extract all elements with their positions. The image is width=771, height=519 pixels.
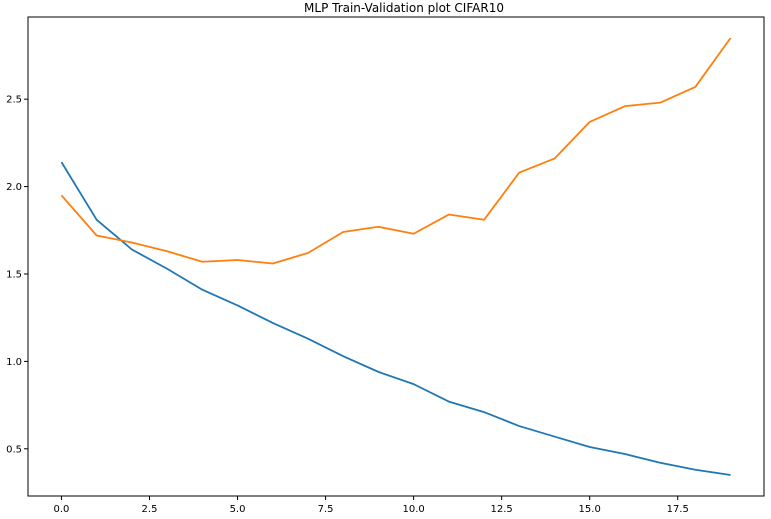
x-tick-label: 5.0	[230, 504, 246, 515]
x-axis: 0.0 2.5 5.0 7.5 10.0 12.5 15.0 17.5	[54, 496, 689, 515]
x-tick-label: 7.5	[318, 504, 334, 515]
x-tick-label: 0.0	[54, 504, 70, 515]
y-axis: 0.5 1.0 1.5 2.0 2.5	[6, 95, 28, 455]
series-line-1	[60, 37, 732, 265]
plot-frame	[27, 16, 765, 497]
x-tick-label: 2.5	[142, 504, 158, 515]
y-tick-label: 0.5	[6, 444, 22, 455]
x-tick-label: 17.5	[667, 504, 689, 515]
series-line-0	[60, 161, 731, 476]
chart-title: MLP Train-Validation plot CIFAR10	[304, 1, 504, 15]
y-tick-label: 1.5	[6, 269, 22, 280]
y-tick-label: 2.5	[6, 95, 22, 106]
y-tick-label: 2.0	[6, 182, 22, 193]
x-tick-label: 10.0	[402, 504, 424, 515]
y-tick-label: 1.0	[6, 357, 22, 368]
series-layer	[60, 37, 732, 476]
x-tick-label: 12.5	[491, 504, 513, 515]
x-tick-label: 15.0	[579, 504, 601, 515]
